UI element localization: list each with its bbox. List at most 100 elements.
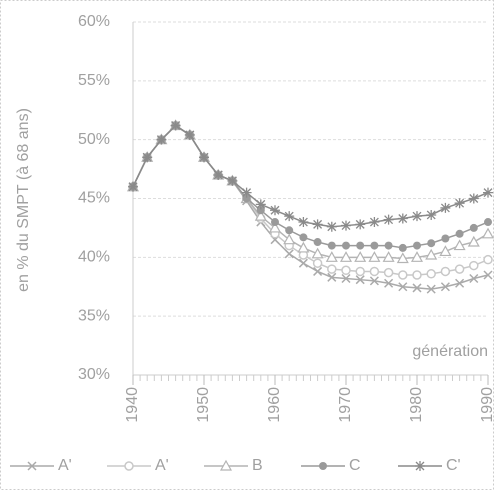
marker	[356, 241, 365, 250]
marker	[312, 219, 323, 230]
marker	[440, 282, 450, 292]
marker	[484, 218, 492, 227]
marker	[313, 238, 322, 247]
marker	[396, 252, 409, 264]
marker	[467, 235, 480, 247]
marker	[469, 223, 478, 232]
marker	[299, 233, 308, 242]
legend-label: C'	[446, 457, 461, 474]
x-tick-label: 1980	[408, 387, 425, 423]
marker	[483, 270, 493, 280]
marker	[426, 269, 436, 279]
y-axis-title: en % du SMPT (à 68 ans)	[15, 108, 32, 292]
marker	[327, 264, 337, 274]
marker	[27, 461, 37, 471]
marker	[298, 217, 309, 228]
marker	[455, 278, 465, 288]
marker	[285, 226, 294, 235]
marker	[327, 272, 337, 282]
marker	[227, 175, 238, 186]
marker	[142, 152, 153, 163]
marker	[440, 266, 451, 277]
marker	[454, 264, 465, 274]
y-tick-label: 50%	[78, 131, 110, 148]
marker	[327, 241, 336, 250]
marker	[481, 227, 494, 239]
legend-label: A'	[155, 457, 169, 474]
marker	[241, 187, 252, 198]
marker	[355, 219, 366, 230]
y-tick-label: 55%	[78, 72, 110, 89]
marker	[441, 234, 450, 243]
marker	[469, 260, 479, 271]
marker	[128, 181, 138, 192]
marker	[256, 206, 265, 215]
series-line	[132, 124, 489, 249]
marker	[383, 267, 394, 278]
marker	[270, 205, 280, 216]
marker	[355, 275, 365, 285]
y-tick-label: 30%	[78, 366, 110, 383]
marker	[398, 270, 408, 280]
x-tick-label: 1990	[479, 387, 494, 423]
marker	[384, 241, 393, 250]
y-tick-label: 45%	[78, 190, 110, 207]
marker	[298, 258, 308, 268]
legend-label: A'	[58, 457, 72, 474]
marker	[427, 239, 436, 248]
marker	[297, 241, 310, 253]
marker	[413, 241, 421, 250]
marker	[453, 239, 466, 251]
marker	[199, 152, 209, 163]
marker	[455, 229, 464, 238]
x-tick-label: 1940	[124, 387, 141, 423]
series-line	[132, 124, 489, 276]
marker	[268, 221, 282, 233]
marker	[398, 243, 407, 252]
legend-label: B	[252, 457, 263, 474]
marker	[468, 193, 479, 204]
series-line	[132, 124, 489, 290]
marker	[426, 209, 437, 220]
marker	[341, 273, 351, 284]
marker	[410, 251, 424, 262]
marker	[355, 266, 365, 277]
marker	[369, 266, 380, 277]
marker	[369, 276, 379, 286]
marker	[412, 283, 422, 293]
y-tick-label: 40%	[78, 249, 110, 266]
y-tick-label: 60%	[78, 13, 110, 30]
legend-label: C	[349, 457, 361, 474]
marker	[369, 217, 380, 228]
marker	[398, 282, 408, 292]
marker	[325, 251, 338, 262]
x-tick-label: 1960	[266, 387, 283, 423]
marker	[415, 461, 425, 471]
marker	[242, 194, 251, 203]
marker	[412, 211, 422, 222]
marker	[311, 247, 324, 259]
marker	[284, 249, 294, 259]
marker	[382, 251, 395, 262]
marker	[313, 266, 323, 276]
marker	[213, 169, 224, 180]
marker	[368, 251, 381, 262]
marker	[219, 459, 233, 471]
marker	[341, 265, 351, 276]
marker	[339, 251, 353, 262]
marker	[341, 220, 351, 231]
series-line	[132, 124, 489, 260]
marker	[271, 218, 279, 227]
marker	[184, 129, 195, 140]
marker	[283, 233, 296, 245]
marker	[124, 461, 134, 471]
marker	[439, 245, 452, 257]
marker	[170, 120, 181, 131]
marker	[326, 221, 337, 232]
marker	[425, 248, 438, 260]
marker	[370, 241, 379, 250]
marker	[383, 214, 394, 225]
marker	[312, 258, 323, 268]
marker	[412, 270, 422, 280]
